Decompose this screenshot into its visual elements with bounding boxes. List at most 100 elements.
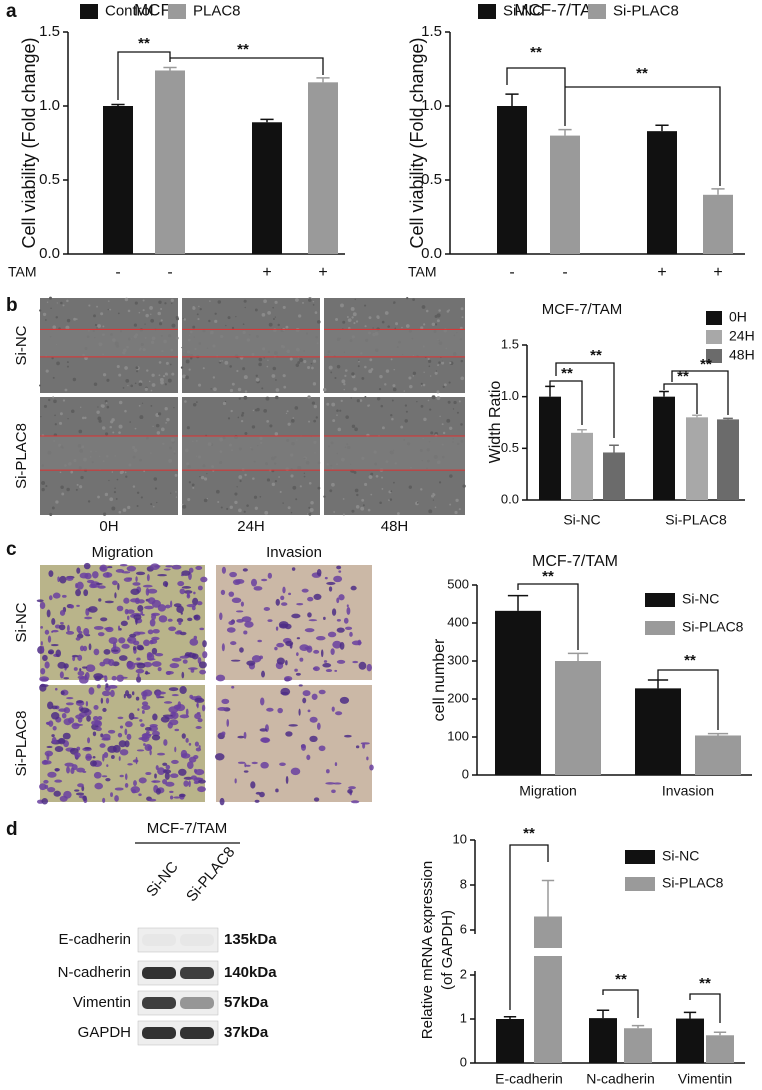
cell xyxy=(115,569,125,573)
cell xyxy=(390,414,393,417)
cell xyxy=(243,510,246,513)
cell xyxy=(167,722,173,729)
size-label: 57kDa xyxy=(224,994,269,1011)
cell xyxy=(169,795,174,800)
cell xyxy=(141,701,149,706)
y-tick-label: 0 xyxy=(462,766,469,781)
significance-label: ** xyxy=(699,975,711,992)
legend-label: Si-NC xyxy=(662,848,699,864)
cell xyxy=(416,502,419,504)
cell xyxy=(298,684,303,687)
cell xyxy=(277,707,283,714)
cell xyxy=(351,424,356,429)
cell xyxy=(308,619,318,622)
cell xyxy=(339,696,350,704)
cell xyxy=(346,606,351,615)
cell xyxy=(263,408,268,413)
cell xyxy=(130,384,134,388)
cell xyxy=(56,302,58,304)
cell xyxy=(40,667,46,675)
blot-band xyxy=(180,967,214,979)
cell xyxy=(254,799,260,803)
cell xyxy=(192,597,199,606)
cell xyxy=(162,769,172,774)
panel-label: b xyxy=(6,295,18,316)
cell xyxy=(137,673,140,678)
cell xyxy=(111,675,117,681)
cell xyxy=(290,511,293,514)
cell xyxy=(196,601,203,606)
bar xyxy=(550,135,580,254)
cell xyxy=(252,477,255,480)
cell xyxy=(136,504,139,507)
cell xyxy=(242,323,245,325)
cell xyxy=(173,406,175,409)
bar xyxy=(571,432,593,500)
significance-label: ** xyxy=(530,44,542,61)
cell xyxy=(132,582,141,586)
cell xyxy=(343,617,349,624)
cell xyxy=(306,645,313,653)
cell xyxy=(188,481,191,484)
cell xyxy=(261,578,268,582)
cell xyxy=(104,399,108,403)
cell xyxy=(41,798,49,805)
cell xyxy=(120,620,128,627)
cell xyxy=(180,749,188,758)
cell xyxy=(136,370,139,373)
cell xyxy=(101,775,108,778)
cell xyxy=(215,489,220,494)
cell xyxy=(173,603,182,608)
cell xyxy=(427,357,430,361)
cell xyxy=(182,317,184,320)
cell xyxy=(353,387,357,392)
cell xyxy=(295,672,301,676)
cell xyxy=(214,319,218,323)
cell xyxy=(171,372,175,376)
cell xyxy=(274,646,278,651)
cell xyxy=(187,667,198,670)
cell xyxy=(138,777,147,784)
cell xyxy=(124,409,127,413)
cell xyxy=(165,361,169,365)
cell xyxy=(160,319,163,322)
cell xyxy=(137,599,145,604)
cell xyxy=(420,382,423,385)
significance-label: ** xyxy=(561,365,573,382)
legend-label: 24H xyxy=(729,328,755,344)
cell xyxy=(356,399,360,403)
blot-band xyxy=(142,1027,176,1039)
error-bar xyxy=(609,444,619,453)
cell xyxy=(351,372,355,376)
cell xyxy=(165,781,175,787)
cell xyxy=(438,481,442,484)
cell xyxy=(164,372,168,376)
cell xyxy=(118,400,123,405)
y-axis-label: Width Ratio xyxy=(487,381,504,464)
cell xyxy=(79,645,85,652)
cell xyxy=(309,508,314,512)
panel-label: a xyxy=(6,1,17,22)
size-label: 135kDa xyxy=(224,931,277,948)
cell xyxy=(185,359,190,364)
cell xyxy=(446,418,451,423)
cell xyxy=(187,652,197,658)
error-bar xyxy=(503,1016,517,1019)
cell xyxy=(338,594,345,601)
cell xyxy=(307,366,311,370)
cell xyxy=(416,400,418,403)
cell xyxy=(128,712,135,720)
cell xyxy=(129,633,137,638)
cell xyxy=(276,642,285,648)
cell xyxy=(130,588,140,595)
cell xyxy=(331,482,335,487)
cell xyxy=(274,316,276,318)
cell xyxy=(379,501,382,505)
cell xyxy=(309,735,318,743)
cell xyxy=(265,396,270,401)
bar xyxy=(647,131,677,254)
cell xyxy=(112,641,117,650)
column-label: Invasion xyxy=(266,544,322,561)
cell xyxy=(41,645,45,654)
cell xyxy=(406,297,409,300)
